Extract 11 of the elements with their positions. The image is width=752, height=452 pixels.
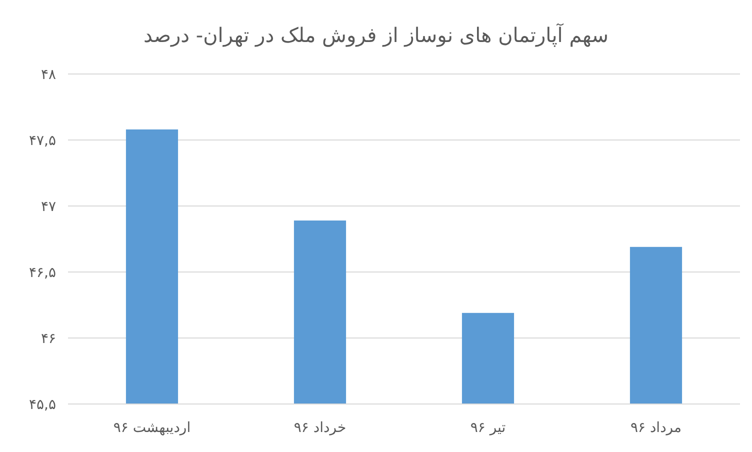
- y-tick-label: ۴۶: [40, 330, 56, 347]
- x-tick-label: تیر ۹۶: [470, 420, 506, 436]
- y-tick-label: ۴۵,۵: [28, 396, 56, 413]
- chart-title: سهم آپارتمان های نوساز از فروش ملک در تهران- درصد: [144, 23, 608, 47]
- y-tick-label: ۴۷: [40, 198, 56, 215]
- x-tick-label: مرداد ۹۶: [630, 420, 682, 436]
- y-tick-label: ۴۷,۵: [28, 132, 56, 149]
- x-tick-label: اردیبهشت ۹۶: [113, 420, 191, 436]
- y-tick-label: ۴۸: [40, 66, 56, 83]
- y-tick-label: ۴۶,۵: [28, 264, 56, 281]
- x-tick-label: خرداد ۹۶: [294, 420, 346, 436]
